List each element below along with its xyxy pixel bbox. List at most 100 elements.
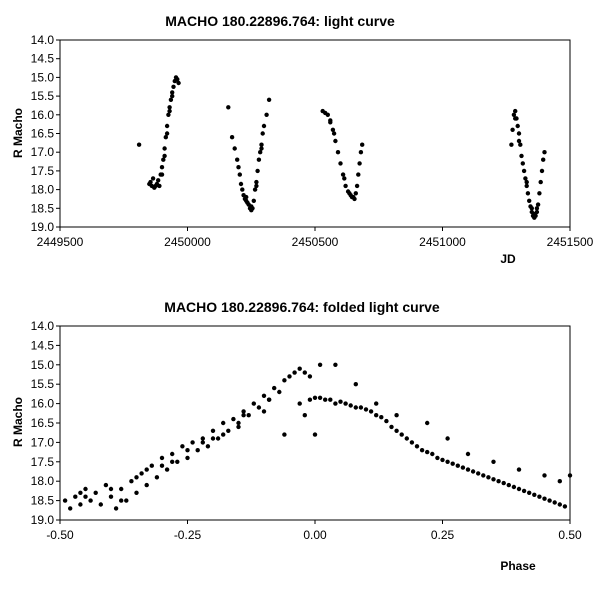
- chart-1-data-point: [156, 178, 161, 183]
- chart-1-data-point: [161, 157, 166, 162]
- chart-2-data-point: [333, 401, 338, 406]
- chart-2-data-point: [236, 420, 241, 426]
- chart-2-data-point: [159, 455, 165, 461]
- chart-1-data-point: [176, 80, 181, 86]
- chart-1-data-point: [259, 142, 264, 147]
- chart-1-data-point: [539, 168, 545, 174]
- chart-2-data-point: [129, 479, 134, 484]
- chart-1-data-point: [235, 157, 240, 162]
- chart-2-ytick-label: 17.0: [31, 435, 55, 449]
- chart-2-data-point: [210, 428, 216, 433]
- light-curve-chart: MACHO 180.22896.764: light curve 14.014.…: [11, 13, 594, 266]
- chart-1-xtick-label: 2450500: [292, 235, 339, 249]
- chart-2-y-axis: 14.0 14.5 15.0 15.5 16.0 16.5 17.0 17.5 18.0 18.5…: [31, 319, 60, 527]
- chart-1-data-point: [349, 194, 355, 200]
- chart-1-data-point: [150, 176, 156, 181]
- chart-2-data-point: [164, 467, 170, 472]
- chart-1-data-point: [354, 183, 360, 189]
- chart-2-data-point: [266, 397, 272, 402]
- chart-2-ytick-label: 14.5: [31, 338, 55, 352]
- chart-2-data-point: [93, 490, 98, 495]
- chart-1-data-point: [170, 93, 175, 99]
- chart-1-data-point: [360, 142, 365, 147]
- chart-2-xtick-label: 0.00: [303, 528, 327, 542]
- chart-1-data-point: [521, 168, 527, 174]
- chart-1-data-point: [254, 183, 259, 189]
- chart-2-data-point: [312, 395, 318, 400]
- chart-2-data-point: [98, 502, 104, 507]
- chart-2-data-point: [302, 370, 307, 375]
- chart-1-data-point: [175, 77, 180, 82]
- chart-2-data-point: [272, 385, 277, 391]
- chart-1-ylabel: R Macho: [11, 108, 25, 158]
- chart-1-data-point: [164, 131, 170, 136]
- chart-2-data-point: [374, 413, 379, 418]
- chart-1-data-point: [167, 108, 172, 114]
- chart-2-data-point: [159, 463, 165, 468]
- chart-2-xtick-label: 0.50: [558, 528, 582, 542]
- chart-2-x-axis: -0.50 -0.25 0.00 0.25 0.50: [46, 520, 582, 542]
- chart-2-data-point: [317, 395, 323, 400]
- chart-2-data-point: [144, 482, 149, 488]
- chart-1-data-point: [330, 127, 336, 132]
- chart-1-data-point: [358, 150, 364, 155]
- chart-2-data-point: [445, 436, 450, 441]
- chart-1-data-point: [328, 118, 333, 123]
- chart-1-data-point: [527, 198, 532, 203]
- chart-2-data-point: [251, 401, 256, 406]
- chart-1-data-point: [325, 112, 330, 118]
- chart-1-data-point: [357, 161, 362, 166]
- chart-2-data-point: [134, 475, 139, 480]
- chart-2-data-point: [328, 397, 333, 402]
- chart-2-data-point: [348, 403, 353, 408]
- chart-1-data-point: [229, 135, 235, 140]
- chart-1-data-point: [516, 131, 522, 136]
- chart-2-data-point: [282, 378, 287, 383]
- chart-1-data-point: [524, 179, 529, 185]
- chart-2-data-point: [460, 465, 466, 470]
- chart-2-data-point: [496, 479, 501, 484]
- chart-1-data-point: [511, 112, 517, 118]
- chart-1-data-point: [520, 161, 525, 166]
- chart-2-data-point: [108, 494, 114, 499]
- chart-1-ytick-label: 18.0: [31, 183, 55, 197]
- chart-1-data-point: [226, 105, 231, 110]
- chart-2-data-point: [307, 374, 313, 379]
- chart-2-data-point: [282, 432, 287, 437]
- chart-2-data-point: [323, 397, 328, 402]
- chart-1-data-point: [518, 142, 523, 147]
- chart-2-data-point: [450, 461, 455, 466]
- chart-1-ytick-label: 14.5: [31, 52, 55, 66]
- chart-2-data-point: [516, 467, 522, 472]
- chart-2-data-point: [537, 494, 542, 499]
- chart-1-data-point: [171, 84, 176, 90]
- chart-2-data-point: [516, 486, 522, 492]
- folded-light-curve-chart: MACHO 180.22896.764: folded light curve …: [11, 299, 582, 573]
- chart-2-ytick-label: 17.5: [31, 455, 55, 469]
- chart-2-data-point: [470, 469, 476, 474]
- chart-2-xtick-label: -0.25: [174, 528, 202, 542]
- chart-2-data-point: [317, 362, 323, 367]
- chart-2-ytick-label: 15.0: [31, 358, 55, 372]
- chart-2-data-point: [149, 463, 154, 468]
- chart-2-data-point: [307, 397, 313, 402]
- chart-1-data-point: [335, 150, 341, 155]
- chart-2-ytick-label: 16.5: [31, 416, 55, 430]
- chart-1-data-point: [258, 150, 263, 155]
- chart-2-data-point: [221, 420, 226, 426]
- chart-2-data-point: [175, 459, 180, 464]
- chart-1-data-point: [163, 135, 168, 140]
- chart-2-data-point: [333, 362, 338, 367]
- chart-2-data-point: [62, 498, 68, 503]
- chart-1-data-point: [157, 183, 162, 189]
- chart-2-data-point: [527, 490, 532, 495]
- chart-1-data-point: [159, 165, 165, 170]
- chart-2-data-point: [256, 405, 262, 410]
- chart-1-data-point: [251, 198, 256, 203]
- chart-1-points: [136, 75, 547, 220]
- chart-2-data-point: [221, 432, 226, 437]
- chart-2-data-point: [445, 459, 450, 464]
- chart-2-data-point: [124, 498, 129, 503]
- chart-2-data-point: [78, 490, 83, 495]
